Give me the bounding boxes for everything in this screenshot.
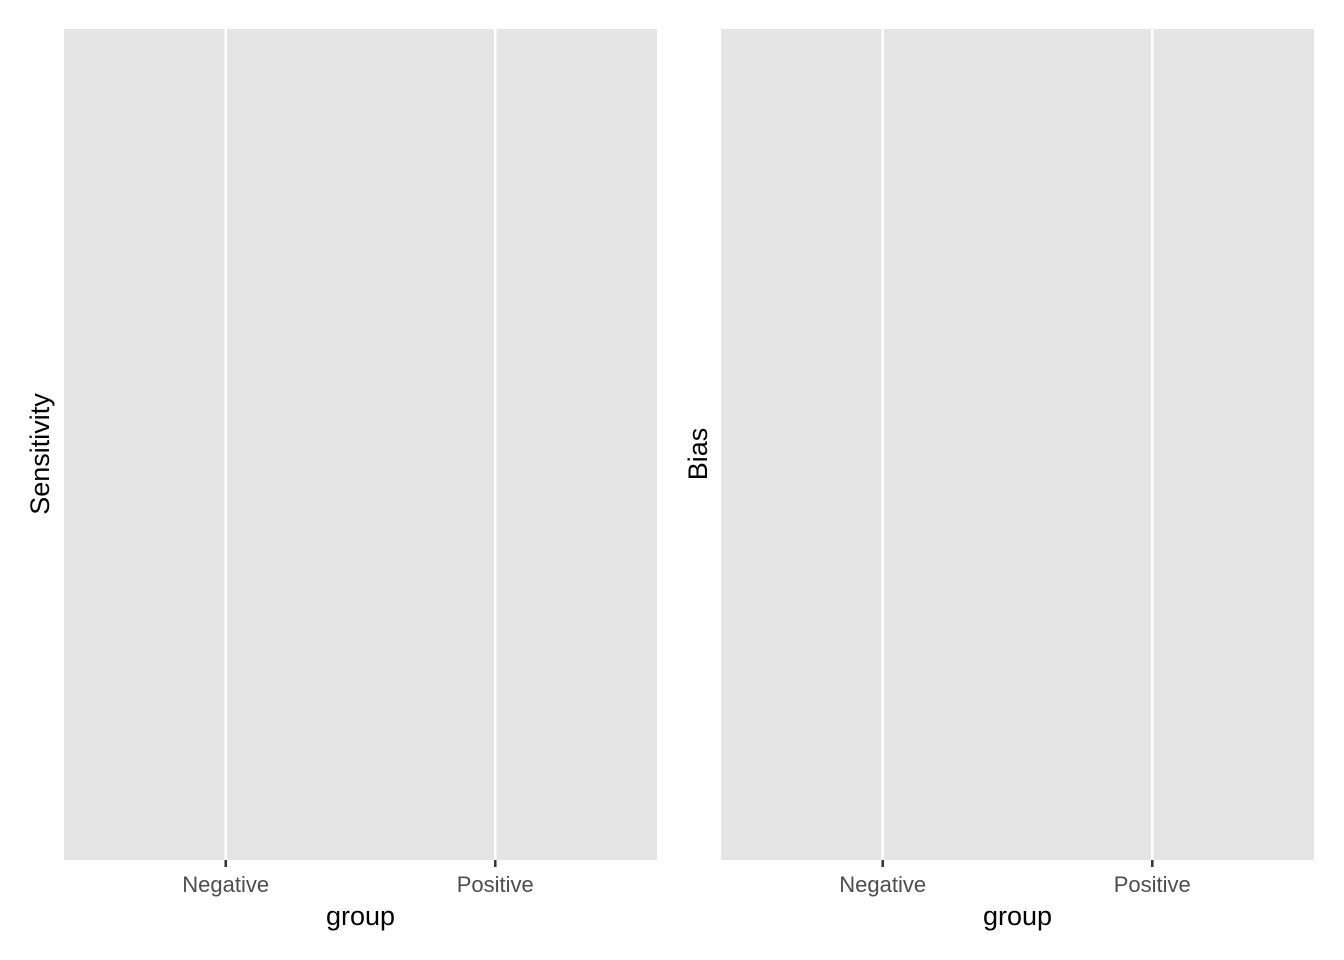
x-tick-label: Positive (1114, 872, 1191, 897)
panel-background (64, 29, 657, 860)
x-tick-label: Positive (457, 872, 534, 897)
x-axis-title: group (326, 901, 395, 931)
panel-1: Negative Positive group Sensitivity (25, 29, 657, 931)
panel-background (721, 29, 1314, 860)
x-tick-label: Negative (182, 872, 269, 897)
y-axis-title: Bias (683, 428, 713, 481)
y-axis-title: Sensitivity (25, 393, 55, 515)
x-tick-label: Negative (839, 872, 926, 897)
x-axis-title: group (983, 901, 1052, 931)
panel-2: Negative Positive group Bias (683, 29, 1314, 931)
